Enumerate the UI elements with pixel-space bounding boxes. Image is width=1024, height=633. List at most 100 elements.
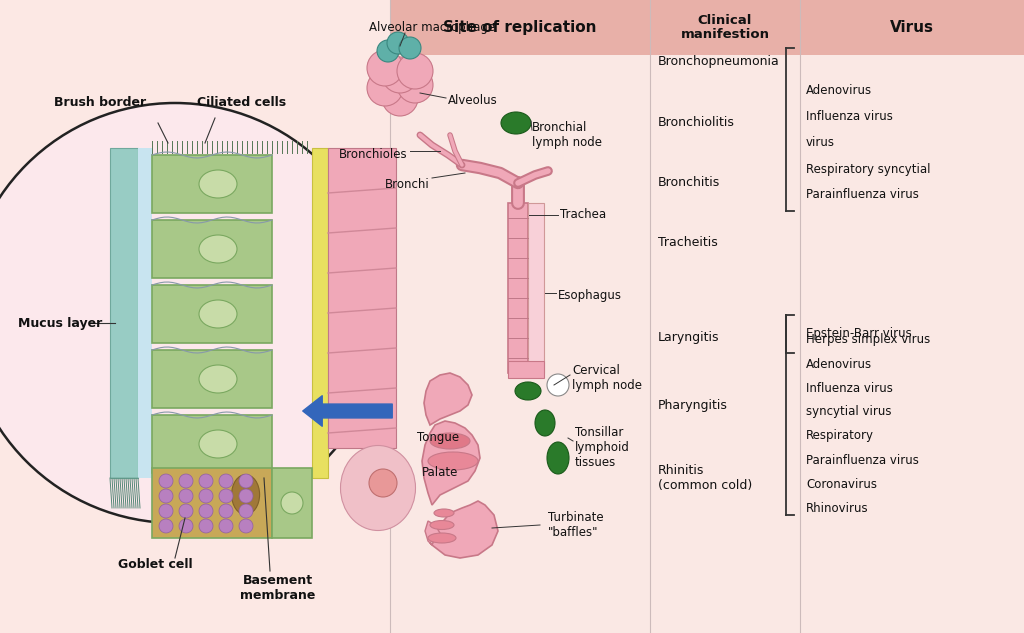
Text: syncytial virus: syncytial virus xyxy=(806,406,892,418)
Text: Coronavirus: Coronavirus xyxy=(806,477,877,491)
Text: Esophagus: Esophagus xyxy=(558,289,622,301)
Circle shape xyxy=(382,57,418,93)
Text: Site of replication: Site of replication xyxy=(443,20,597,35)
Circle shape xyxy=(159,489,173,503)
Text: Adenovirus: Adenovirus xyxy=(806,358,872,370)
Text: Parainfluenza virus: Parainfluenza virus xyxy=(806,189,919,201)
Text: Alveolar macrophage: Alveolar macrophage xyxy=(369,22,495,35)
Ellipse shape xyxy=(430,520,454,529)
Text: Respiratory syncytial: Respiratory syncytial xyxy=(806,163,931,175)
Text: Palate: Palate xyxy=(422,467,458,480)
Ellipse shape xyxy=(515,382,541,400)
Circle shape xyxy=(377,40,399,62)
Ellipse shape xyxy=(281,492,303,514)
Text: Basement
membrane: Basement membrane xyxy=(241,574,315,602)
Ellipse shape xyxy=(199,300,237,328)
Text: Trachea: Trachea xyxy=(560,208,606,222)
Text: Bronchopneumonia: Bronchopneumonia xyxy=(658,54,779,68)
Circle shape xyxy=(239,519,253,533)
Ellipse shape xyxy=(199,235,237,263)
FancyBboxPatch shape xyxy=(152,415,272,473)
Circle shape xyxy=(179,504,193,518)
Polygon shape xyxy=(422,421,480,505)
FancyBboxPatch shape xyxy=(272,468,312,538)
Circle shape xyxy=(179,519,193,533)
Circle shape xyxy=(382,80,418,116)
Circle shape xyxy=(179,474,193,488)
Circle shape xyxy=(159,504,173,518)
Text: Herpes simplex virus: Herpes simplex virus xyxy=(806,334,930,346)
Text: Cervical
lymph node: Cervical lymph node xyxy=(572,364,642,392)
Circle shape xyxy=(219,504,233,518)
Text: Alveolus: Alveolus xyxy=(449,94,498,108)
Text: Brush border: Brush border xyxy=(54,96,146,110)
Text: Bronchitis: Bronchitis xyxy=(658,177,720,189)
Ellipse shape xyxy=(341,446,416,530)
FancyBboxPatch shape xyxy=(152,285,272,343)
Text: Influenza virus: Influenza virus xyxy=(806,111,893,123)
Polygon shape xyxy=(508,203,528,373)
Circle shape xyxy=(199,489,213,503)
Ellipse shape xyxy=(547,442,569,474)
Text: Bronchiolitis: Bronchiolitis xyxy=(658,116,735,130)
Circle shape xyxy=(179,489,193,503)
Text: Rhinitis
(common cold): Rhinitis (common cold) xyxy=(658,464,753,492)
Text: Laryngitis: Laryngitis xyxy=(658,332,720,344)
Polygon shape xyxy=(508,361,544,378)
Ellipse shape xyxy=(501,112,531,134)
Polygon shape xyxy=(528,203,544,373)
Circle shape xyxy=(199,474,213,488)
FancyBboxPatch shape xyxy=(390,0,1024,633)
Ellipse shape xyxy=(231,475,260,515)
Ellipse shape xyxy=(199,170,237,198)
Ellipse shape xyxy=(199,430,237,458)
Text: Bronchi: Bronchi xyxy=(385,179,430,192)
Text: Tongue: Tongue xyxy=(417,432,459,444)
Circle shape xyxy=(199,519,213,533)
Ellipse shape xyxy=(434,509,454,517)
Circle shape xyxy=(239,489,253,503)
Circle shape xyxy=(199,504,213,518)
Ellipse shape xyxy=(535,410,555,436)
Ellipse shape xyxy=(430,433,470,449)
Circle shape xyxy=(397,67,433,103)
Circle shape xyxy=(0,103,385,523)
Ellipse shape xyxy=(369,469,397,497)
Text: Ciliated cells: Ciliated cells xyxy=(198,96,287,110)
Text: Bronchioles: Bronchioles xyxy=(339,149,408,161)
Text: Mucus layer: Mucus layer xyxy=(18,316,102,330)
Text: Tonsillar
lymphoid
tissues: Tonsillar lymphoid tissues xyxy=(575,427,630,470)
Text: Bronchial
lymph node: Bronchial lymph node xyxy=(532,121,602,149)
Polygon shape xyxy=(424,373,472,425)
Ellipse shape xyxy=(199,365,237,393)
Text: Clinical
manifestion: Clinical manifestion xyxy=(681,13,769,42)
Circle shape xyxy=(387,32,409,54)
Text: Turbinate
"baffles": Turbinate "baffles" xyxy=(548,511,603,539)
Text: Respiratory: Respiratory xyxy=(806,430,874,442)
FancyBboxPatch shape xyxy=(152,468,272,538)
Text: Pharyngitis: Pharyngitis xyxy=(658,399,728,411)
Text: Rhinovirus: Rhinovirus xyxy=(806,501,868,515)
Text: Influenza virus: Influenza virus xyxy=(806,382,893,394)
Circle shape xyxy=(367,50,403,86)
Text: Virus: Virus xyxy=(890,20,934,35)
Ellipse shape xyxy=(428,533,456,543)
Circle shape xyxy=(219,519,233,533)
FancyArrowPatch shape xyxy=(303,396,392,426)
FancyBboxPatch shape xyxy=(152,155,272,213)
FancyBboxPatch shape xyxy=(138,148,152,478)
Circle shape xyxy=(239,504,253,518)
Ellipse shape xyxy=(428,452,478,470)
Circle shape xyxy=(159,519,173,533)
Text: Parainfluenza virus: Parainfluenza virus xyxy=(806,453,919,467)
Circle shape xyxy=(219,489,233,503)
Circle shape xyxy=(547,374,569,396)
FancyBboxPatch shape xyxy=(390,0,1024,55)
Polygon shape xyxy=(432,501,498,558)
FancyBboxPatch shape xyxy=(152,220,272,278)
Polygon shape xyxy=(425,521,440,545)
Circle shape xyxy=(399,37,421,59)
Circle shape xyxy=(239,474,253,488)
Circle shape xyxy=(219,474,233,488)
Text: Goblet cell: Goblet cell xyxy=(118,558,193,572)
